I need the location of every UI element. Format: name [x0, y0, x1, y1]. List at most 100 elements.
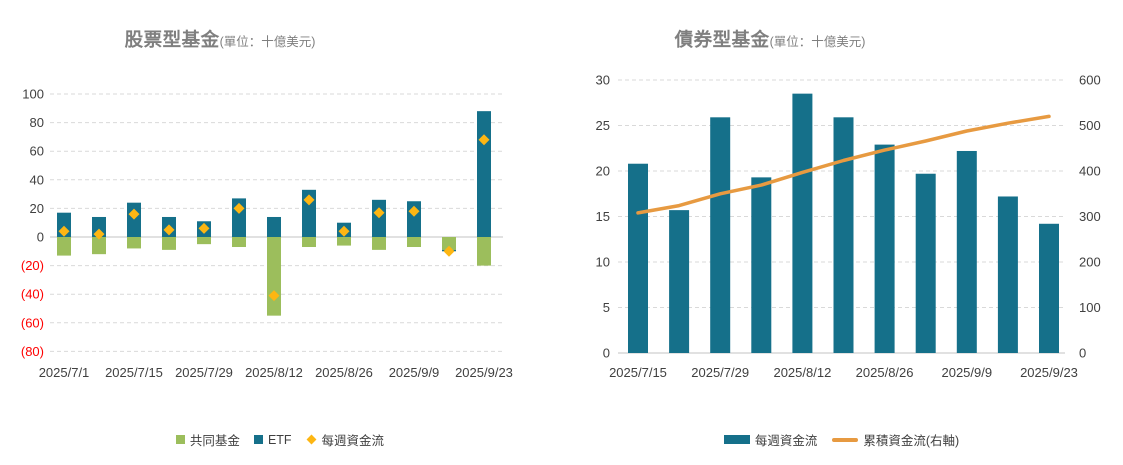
legend-item-weekly-flow: 每週資金流 [306, 430, 385, 449]
cumulative-flow-line [636, 114, 1051, 215]
etf-bar [92, 216, 106, 237]
weekly-bond-flow-bar [669, 210, 690, 353]
equity-y-tick-label: 0 [37, 230, 44, 245]
mutual-fund-bar [162, 237, 176, 250]
bond-x-tick-label: 2025/9/9 [941, 365, 992, 380]
equity-x-tick-label: 2025/7/1 [39, 365, 90, 380]
bond-x-tick-label: 2025/7/15 [609, 365, 667, 380]
equity-y-tick-label: 40 [30, 172, 44, 187]
weekly-flow-marker [373, 207, 385, 219]
weekly-bond-flow-bar [1039, 223, 1059, 353]
bond-chart-title: 債券型基金(單位：十億美元) [550, 28, 990, 54]
equity-y-tick-label: (60) [21, 315, 44, 330]
bond-x-tick-label: 2025/7/29 [691, 365, 749, 380]
bond-legend: 每週資金流 累積資金流(右軸) [560, 430, 1123, 449]
legend-label-weekly-flow: 每週資金流 [321, 434, 385, 448]
mutual-fund-bar [302, 237, 316, 248]
mutual-fund-bar [57, 237, 71, 256]
etf-bar [127, 202, 141, 237]
mutual-fund-bar [407, 237, 421, 248]
bond-left-y-tick-label: 5 [603, 300, 610, 315]
equity-y-tick-label: (80) [21, 344, 44, 359]
weekly-flow-marker [163, 224, 175, 236]
bond-left-y-tick-label: 25 [596, 118, 610, 133]
bond-chart-title-unit: (單位：十億美元) [769, 35, 866, 49]
legend-label-mutual-fund: 共同基金 [189, 434, 240, 448]
weekly-bond-flow-bar [628, 163, 648, 353]
bond-left-y-tick-label: 10 [596, 255, 610, 270]
bond-right-y-tick-label: 200 [1079, 255, 1101, 270]
legend-item-cumulative-flow: 累積資金流(右軸) [832, 430, 959, 449]
weekly-bond-flow-swatch [723, 435, 750, 444]
etf-bar [477, 111, 491, 237]
mutual-fund-bar [92, 237, 106, 255]
weekly-bond-flow-bar [915, 173, 936, 353]
bond-right-y-tick-label: 500 [1079, 118, 1101, 133]
mutual-fund-bar [232, 237, 246, 248]
bond-left-y-tick-label: 20 [596, 164, 610, 179]
equity-chart-title-text: 股票型基金 [124, 29, 220, 50]
bond-left-y-tick-label: 30 [596, 73, 610, 88]
equity-x-tick-label: 2025/7/29 [175, 365, 233, 380]
weekly-flow-marker [268, 290, 280, 302]
legend-label-etf: ETF [267, 432, 292, 447]
weekly-flow-marker [443, 245, 455, 257]
equity-chart-title: 股票型基金(單位：十億美元) [0, 28, 440, 54]
etf-swatch [253, 435, 263, 444]
equity-x-tick-label: 2025/9/23 [455, 365, 513, 380]
weekly-flow-marker [233, 202, 245, 214]
mutual-fund-bar [197, 237, 211, 245]
weekly-bond-flow-bar [997, 196, 1018, 353]
equity-x-tick-label: 2025/8/12 [245, 365, 303, 380]
weekly-flow-marker [303, 194, 315, 206]
equity-x-tick-label: 2025/8/26 [315, 365, 373, 380]
mutual-fund-bar [372, 237, 386, 250]
equity-y-tick-label: (40) [21, 287, 44, 302]
mutual-fund-bar [477, 237, 491, 266]
etf-bar [372, 199, 386, 237]
equity-y-tick-label: 80 [30, 115, 44, 130]
weekly-bond-flow-bar [874, 144, 895, 353]
weekly-flow-marker [338, 225, 350, 237]
legend-item-mutual-fund: 共同基金 [175, 430, 240, 449]
weekly-flow-marker [408, 205, 420, 217]
equity-y-tick-label: 20 [30, 201, 44, 216]
mutual-fund-swatch [175, 435, 185, 444]
bond-left-y-tick-label: 15 [596, 209, 610, 224]
bond-left-y-tick-label: 0 [603, 346, 610, 361]
mutual-fund-bar [442, 237, 456, 250]
equity-y-tick-label: 60 [30, 144, 44, 159]
cumulative-flow-line-swatch [832, 437, 859, 442]
etf-bar [267, 216, 281, 237]
equity-x-tick-label: 2025/9/9 [389, 365, 440, 380]
bond-right-y-tick-label: 600 [1079, 73, 1101, 88]
mutual-fund-bar [267, 237, 281, 316]
equity-legend: 共同基金 ETF 每週資金流 [0, 430, 560, 449]
legend-item-etf: ETF [253, 432, 292, 447]
weekly-bond-flow-bar [792, 93, 813, 354]
weekly-bond-flow-bar [751, 177, 772, 353]
equity-y-tick-label: 100 [22, 87, 44, 102]
weekly-bond-flow-bar [956, 150, 977, 353]
weekly-flow-marker [58, 225, 70, 237]
bond-right-y-tick-label: 300 [1079, 209, 1101, 224]
equity-y-tick-label: (20) [21, 258, 44, 273]
mutual-fund-bar [337, 237, 351, 246]
weekly-bond-flow-bar [710, 117, 731, 353]
bond-chart-title-text: 債券型基金 [674, 29, 770, 50]
weekly-bond-flow-bar [833, 117, 854, 353]
bond-x-tick-label: 2025/9/23 [1020, 365, 1078, 380]
bond-right-y-tick-label: 100 [1079, 300, 1101, 315]
equity-x-tick-label: 2025/7/15 [105, 365, 163, 380]
legend-label-weekly-bond-flow: 每週資金流 [754, 434, 818, 448]
bond-chart-canvas: 30 600 25 500 20 400 15 300 10 200 5 100 0 0 2025/7/15… [596, 73, 1101, 381]
weekly-flow-marker [93, 228, 105, 240]
weekly-flow-marker [128, 208, 140, 220]
bond-x-tick-label: 2025/8/12 [773, 365, 831, 380]
bond-right-y-tick-label: 0 [1079, 346, 1086, 361]
weekly-flow-marker [198, 222, 210, 234]
equity-chart-title-unit: (單位：十億美元) [219, 35, 316, 49]
legend-item-weekly-bond-flow: 每週資金流 [723, 430, 818, 449]
legend-label-cumulative-flow: 累積資金流(右軸) [863, 434, 960, 448]
